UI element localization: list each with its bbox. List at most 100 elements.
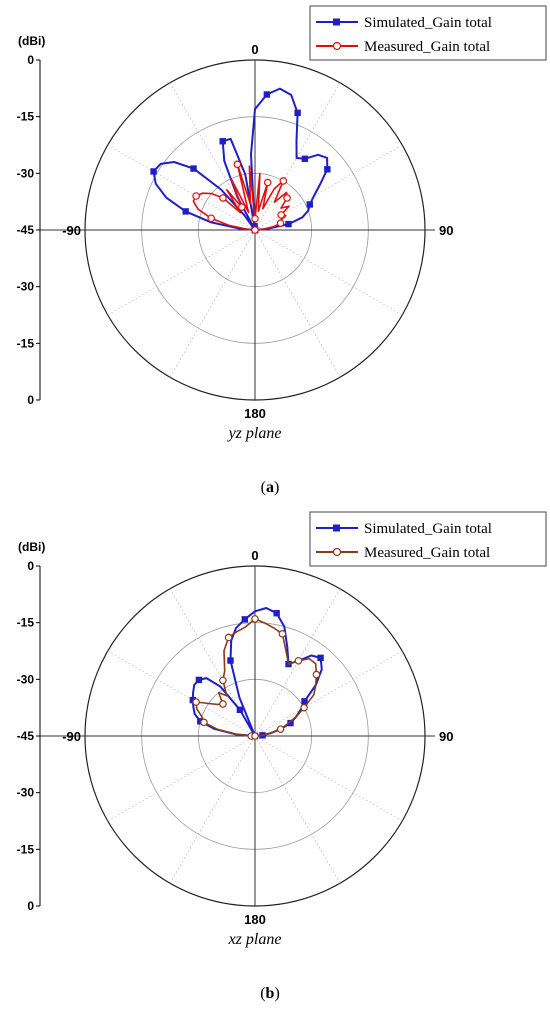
data-point-measured xyxy=(219,194,227,202)
unit-label: (dBi) xyxy=(18,540,45,554)
radial-tick-label: -30 xyxy=(17,672,35,686)
radial-tick-label: -15 xyxy=(17,336,35,350)
panel-caption: (b) xyxy=(260,985,280,1002)
data-point-measured xyxy=(263,178,272,187)
spoke-line xyxy=(107,229,256,316)
data-point-measured xyxy=(283,194,291,202)
data-point-simulated xyxy=(150,168,157,175)
plane-label: yz plane xyxy=(227,425,282,442)
radial-tick-label: -30 xyxy=(17,786,35,800)
angle-label-left: -90 xyxy=(62,729,81,744)
angle-label-top: 0 xyxy=(251,42,258,57)
data-point-measured xyxy=(276,725,285,733)
data-point-measured xyxy=(219,700,227,708)
data-point-measured xyxy=(251,615,259,623)
data-point-measured xyxy=(251,214,259,223)
angle-label-bottom: 180 xyxy=(244,406,266,421)
data-point-simulated xyxy=(236,706,244,714)
data-point-measured xyxy=(233,160,242,169)
angle-label-right: 90 xyxy=(439,729,453,744)
radial-tick-label: 0 xyxy=(27,53,34,67)
data-point-simulated xyxy=(195,676,203,684)
data-point-simulated xyxy=(285,220,292,228)
spoke-line xyxy=(107,144,256,231)
radial-tick-label: 0 xyxy=(27,559,34,573)
series-line-measured xyxy=(195,618,318,737)
legend-marker-circle xyxy=(332,41,342,51)
data-point-simulated xyxy=(273,610,280,617)
polar-panel-a: 0 -15 -30 -45 -30 -15 0 (dBi) 0 90 180 -90 yz plane S… xyxy=(17,5,547,496)
legend-entry: Measured_Gain total xyxy=(364,545,490,561)
legend: Simulated_Gain total Measured_Gain total xyxy=(309,511,547,567)
legend-entry: Simulated_Gain total xyxy=(364,15,492,31)
data-point-simulated xyxy=(190,165,197,172)
data-point-simulated xyxy=(219,138,226,145)
data-point-measured xyxy=(279,177,288,185)
data-point-measured xyxy=(312,670,321,679)
data-point-measured xyxy=(207,214,216,223)
legend-marker-square xyxy=(333,524,340,532)
panel-label: b xyxy=(266,985,275,1002)
legend-entry: Measured_Gain total xyxy=(364,39,490,55)
angle-label-bottom: 180 xyxy=(244,912,266,927)
plane-label: xz plane xyxy=(228,931,282,948)
legend-box xyxy=(309,5,547,61)
spoke-line xyxy=(254,229,403,316)
data-point-measured xyxy=(294,656,303,665)
data-point-simulated xyxy=(306,201,313,208)
data-point-simulated xyxy=(294,109,301,117)
spoke-line xyxy=(169,229,256,378)
data-point-simulated xyxy=(324,166,331,173)
legend-entry: Simulated_Gain total xyxy=(364,521,492,537)
data-point-measured xyxy=(200,718,208,727)
panel-label: a xyxy=(266,479,274,496)
radial-tick-label: 0 xyxy=(27,899,34,913)
data-point-simulated xyxy=(182,208,189,215)
radial-tick-label: -15 xyxy=(17,110,35,124)
radial-tick-label: -45 xyxy=(17,729,35,743)
spoke-line xyxy=(169,735,256,884)
data-point-simulated xyxy=(227,657,234,664)
radial-tick-label: -45 xyxy=(17,223,35,237)
spoke-line xyxy=(254,144,403,231)
spoke-line xyxy=(254,650,403,737)
spoke-line xyxy=(107,735,256,822)
radial-tick-label: -15 xyxy=(17,842,35,856)
data-point-simulated xyxy=(317,654,324,662)
data-point-measured xyxy=(224,633,233,642)
data-point-measured xyxy=(278,630,287,638)
angle-label-left: -90 xyxy=(62,223,81,238)
data-point-simulated xyxy=(301,155,309,163)
legend-box xyxy=(309,511,547,567)
radial-tick-label: -30 xyxy=(17,166,35,180)
legend: Simulated_Gain total Measured_Gain total xyxy=(309,5,547,61)
radial-tick-label: -30 xyxy=(17,280,35,294)
data-point-simulated xyxy=(287,719,294,727)
angle-label-top: 0 xyxy=(251,548,258,563)
radial-tick-label: 0 xyxy=(27,393,34,407)
spoke-line xyxy=(254,735,403,822)
data-point-measured xyxy=(219,676,227,685)
data-point-measured xyxy=(237,203,246,211)
angle-label-right: 90 xyxy=(439,223,453,238)
data-point-measured xyxy=(276,219,285,227)
panel-caption: (a) xyxy=(261,479,280,496)
data-point-simulated xyxy=(263,91,271,98)
data-point-measured xyxy=(300,703,308,712)
data-point-simulated xyxy=(241,616,248,623)
spoke-line xyxy=(107,650,256,737)
data-point-measured xyxy=(192,192,200,200)
legend-marker-square xyxy=(333,18,340,26)
data-point-measured xyxy=(192,698,200,706)
spoke-line xyxy=(254,229,341,378)
data-point-measured xyxy=(251,732,259,740)
legend-marker-circle xyxy=(332,547,342,557)
spoke-line xyxy=(254,735,341,884)
series-line-simulated xyxy=(191,607,323,737)
data-point-measured xyxy=(251,226,259,234)
polar-panel-b: 0 -15 -30 -45 -30 -15 0 (dBi) 0 90 180 -90 xz plane S… xyxy=(17,511,547,1002)
radial-tick-label: -15 xyxy=(17,616,35,630)
data-point-measured xyxy=(277,211,285,219)
